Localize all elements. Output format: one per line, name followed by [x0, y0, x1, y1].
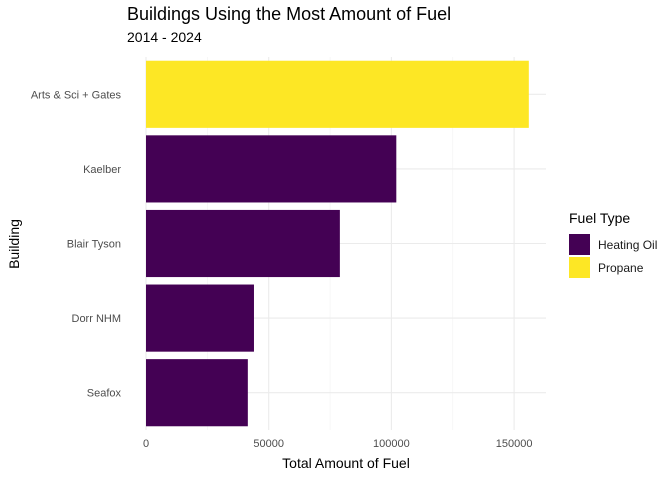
legend-key-heating-oil — [569, 234, 590, 255]
x-tick-labels: 0 50000 100000 150000 — [143, 438, 533, 450]
y-tick-label: Blair Tyson — [67, 239, 121, 251]
y-tick-labels: Arts & Sci + Gates Kaelber Blair Tyson Dorr… — [31, 89, 122, 399]
y-axis-label: Building — [6, 219, 22, 269]
y-tick-label: Dorr NHM — [72, 313, 122, 325]
legend-label: Propane — [598, 260, 644, 275]
bar — [146, 359, 248, 427]
bar — [146, 135, 397, 203]
bar — [146, 209, 340, 278]
bars — [146, 60, 529, 427]
legend-item-propane: Propane — [569, 256, 657, 279]
chart-subtitle: 2014 - 2024 — [127, 29, 202, 45]
legend-item-heating-oil: Heating Oil — [569, 233, 657, 256]
chart-title: Buildings Using the Most Amount of Fuel — [127, 4, 452, 24]
bar — [146, 284, 254, 352]
y-tick-label: Arts & Sci + Gates — [31, 89, 122, 101]
legend-label: Heating Oil — [598, 237, 658, 252]
y-tick-label: Kaelber — [83, 164, 121, 176]
x-tick-label: 100000 — [373, 438, 410, 450]
x-tick-label: 0 — [143, 438, 149, 450]
x-tick-label: 50000 — [253, 438, 284, 450]
y-tick-label: Seafox — [87, 388, 122, 400]
bar — [146, 60, 529, 128]
legend-title: Fuel Type — [569, 210, 631, 226]
legend: Fuel Type Heating Oil Propane — [569, 210, 657, 279]
legend-key-propane — [569, 257, 590, 278]
x-axis-label: Total Amount of Fuel — [282, 455, 410, 471]
x-tick-label: 150000 — [496, 438, 533, 450]
